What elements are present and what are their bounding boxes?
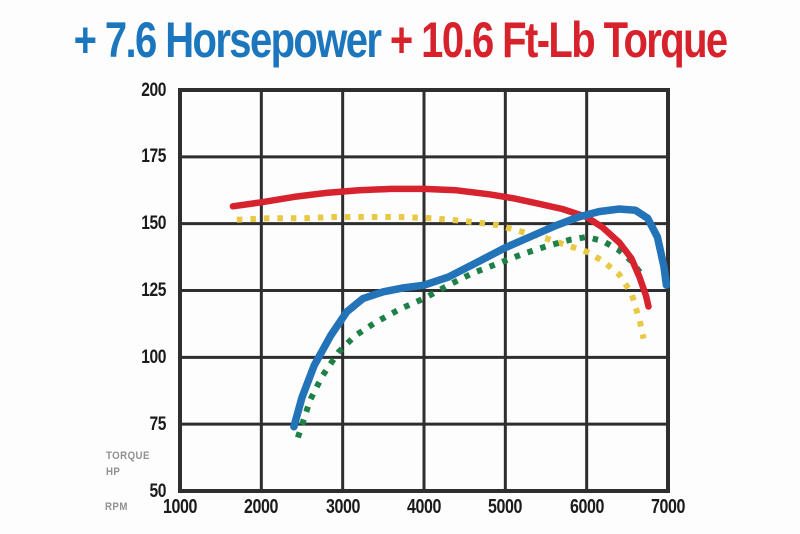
hp-after-curve [290, 205, 671, 431]
plot-border [178, 88, 670, 493]
torque-after-curve [229, 185, 652, 310]
torque-before-curve [236, 214, 647, 340]
y-axis-label-torque: TORQUE [106, 450, 150, 462]
x-axis-label-rpm: RPM [105, 501, 128, 513]
title-horsepower-gain: + 7.6 Horsepower [73, 12, 382, 68]
y-tick-label: 175 [141, 146, 166, 168]
y-tick-label: 50 [149, 480, 166, 502]
x-tick-label: 3000 [325, 496, 360, 518]
chart-title-text: + 7.6 Horsepower + 10.6 Ft-Lb Torque [73, 11, 729, 69]
x-tick-label: 4000 [407, 496, 441, 518]
chart-title: + 7.6 Horsepower + 10.6 Ft-Lb Torque [0, 0, 800, 80]
y-tick-label: 200 [141, 79, 166, 101]
y-tick-label: 75 [149, 413, 166, 435]
x-tick-label: 6000 [569, 496, 604, 518]
x-tick-label: 7000 [651, 496, 685, 518]
hp-before-curve [295, 234, 646, 439]
y-tick-label: 125 [141, 280, 166, 301]
x-tick-label: 5000 [488, 496, 523, 518]
title-torque-gain: + 10.6 Ft-Lb Torque [380, 12, 728, 68]
y-axis-label-hp: HP [106, 466, 121, 478]
y-tick-label: 150 [141, 213, 166, 235]
y-tick-label: 100 [141, 346, 166, 368]
x-tick-label: 1000 [163, 496, 197, 518]
x-tick-label: 2000 [244, 496, 279, 518]
